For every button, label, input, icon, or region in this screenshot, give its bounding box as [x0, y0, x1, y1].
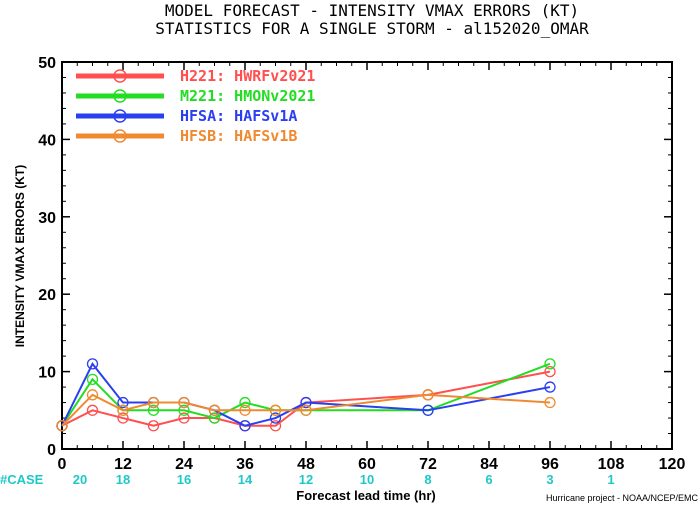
legend-marker	[113, 89, 127, 103]
legend-label: HFSA: HAFSv1A	[180, 107, 297, 125]
data-point	[178, 404, 190, 416]
x-tick-label: 108	[598, 456, 625, 473]
data-point	[269, 412, 282, 424]
data-point	[117, 412, 129, 424]
y-tick-label: 10	[38, 365, 56, 382]
x-tick-label: 120	[659, 456, 686, 473]
series-line	[61, 362, 551, 427]
case-count: 16	[177, 472, 191, 487]
data-point	[56, 420, 68, 432]
case-count: 14	[238, 472, 253, 487]
legend-label: HFSB: HAFSv1B	[180, 127, 297, 145]
x-tick-label: 48	[297, 456, 315, 473]
y-tick-label: 30	[38, 210, 56, 227]
data-point	[208, 412, 221, 424]
series-3	[56, 389, 556, 432]
x-tick-label: 96	[541, 456, 559, 473]
data-point	[544, 358, 556, 370]
data-point	[178, 412, 190, 424]
x-tick-label: 0	[58, 456, 67, 473]
series-line	[61, 361, 551, 427]
legend-label: H221: HWRFv2021	[180, 67, 315, 85]
data-point	[86, 373, 99, 385]
case-count: 6	[485, 472, 492, 487]
x-tick-label: 60	[358, 456, 376, 473]
data-point	[269, 404, 282, 416]
data-point	[544, 396, 556, 409]
y-axis-label: INTENSITY VMAX ERRORS (KT)	[13, 165, 27, 347]
legend-marker	[113, 109, 127, 123]
data-point	[544, 365, 556, 378]
y-tick-label: 40	[38, 132, 56, 149]
case-count: 8	[424, 472, 431, 487]
data-point	[239, 396, 251, 409]
data-point	[239, 404, 251, 416]
x-tick-label: 12	[114, 456, 132, 473]
x-tick-label: 24	[175, 456, 193, 473]
case-count: 12	[299, 472, 313, 487]
data-point	[147, 396, 160, 409]
case-prefix: #CASE	[0, 472, 44, 487]
series-layer	[56, 358, 556, 432]
data-point	[86, 389, 99, 401]
case-count: 1	[607, 472, 614, 487]
plot-frame	[61, 61, 673, 450]
data-point	[239, 420, 251, 432]
data-point	[117, 396, 129, 409]
data-point	[544, 381, 556, 393]
y-axis: 0 10 20 30 40 50	[38, 55, 672, 459]
x-axis-label: Forecast lead time (hr)	[296, 488, 435, 503]
data-point	[300, 404, 312, 416]
case-count: 20	[73, 472, 87, 487]
legend: H221: HWRFv2021 M221: HMONv2021 HFSA: HAFS…	[76, 67, 315, 145]
legend-marker	[113, 69, 127, 83]
data-point	[117, 404, 129, 416]
legend-label: M221: HMONv2021	[180, 87, 315, 105]
data-point	[422, 389, 434, 401]
y-tick-label: 50	[38, 55, 56, 72]
chart-subtitle: STATISTICS FOR A SINGLE STORM - al152020…	[155, 19, 589, 38]
case-counts: 20 18 16 14 12 10 8 6 3 1	[73, 472, 615, 487]
data-point	[86, 358, 99, 370]
case-count: 3	[546, 472, 553, 487]
y-tick-label: 20	[38, 287, 56, 304]
chart-title: MODEL FORECAST - INTENSITY VMAX ERRORS (…	[165, 1, 579, 20]
case-count: 18	[116, 472, 130, 487]
data-point	[422, 404, 434, 416]
x-tick-label: 84	[480, 456, 498, 473]
data-point	[300, 396, 312, 409]
data-point	[147, 404, 160, 416]
data-point	[208, 404, 221, 416]
credit-text: Hurricane project - NOAA/NCEP/EMC	[546, 493, 699, 503]
x-tick-label: 72	[419, 456, 437, 473]
y-tick-label: 0	[47, 442, 56, 459]
data-point	[147, 420, 160, 432]
case-count: 10	[360, 472, 374, 487]
legend-marker	[113, 129, 127, 143]
series-line	[61, 393, 551, 427]
x-axis: 0 12 24 36 48 60 72 84 96 108 120	[58, 62, 686, 473]
data-point	[86, 404, 99, 416]
data-point	[178, 396, 190, 409]
x-tick-label: 36	[236, 456, 254, 473]
data-point	[269, 420, 282, 432]
